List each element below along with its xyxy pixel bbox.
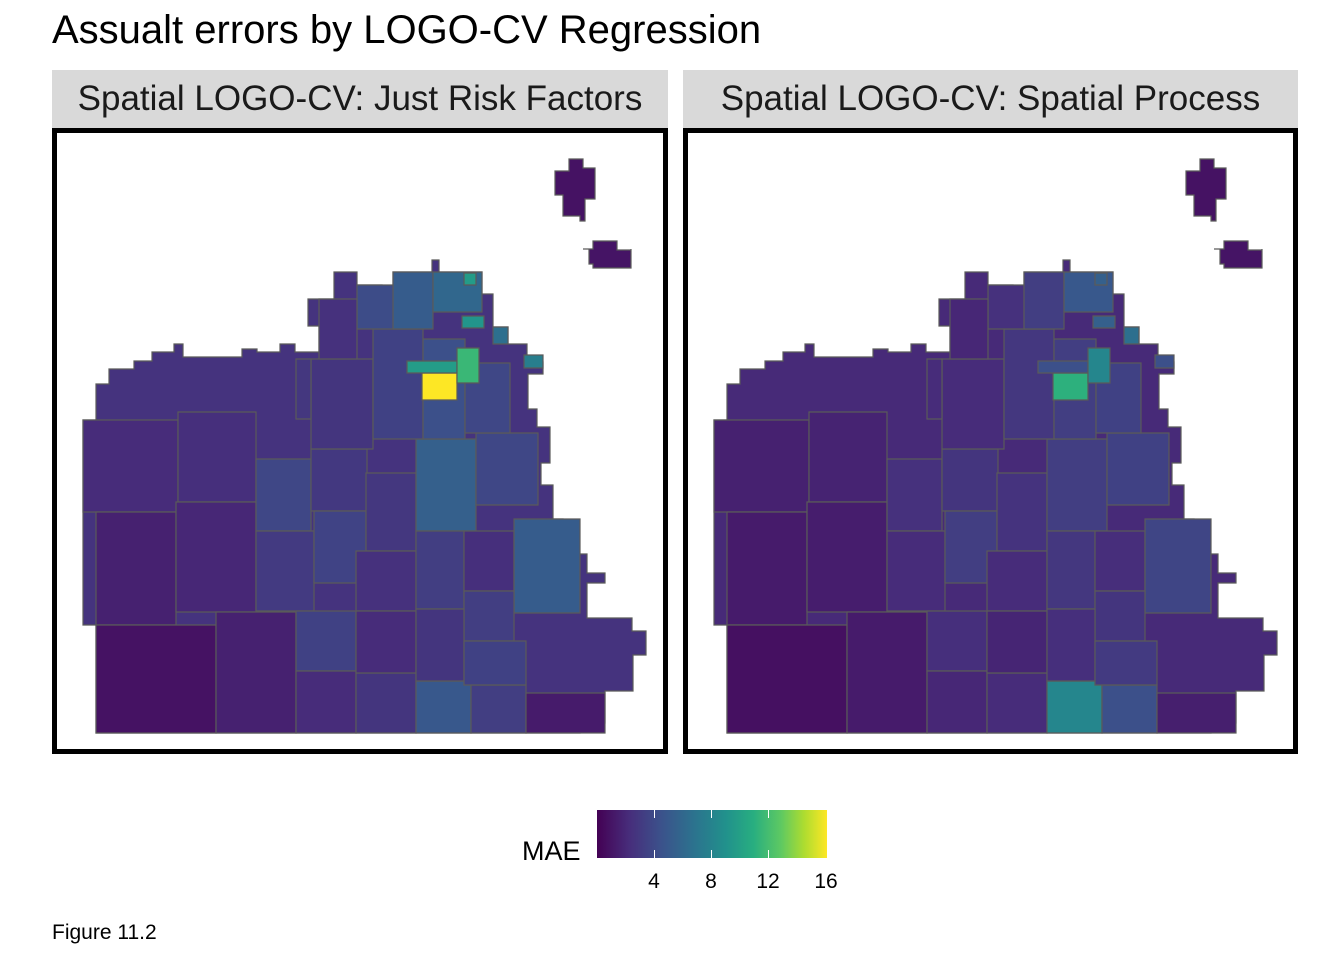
map2-tract-hot-4 xyxy=(1094,272,1108,286)
map2-tract-37 xyxy=(926,358,943,420)
map2-tract-10 xyxy=(926,670,988,734)
legend-title: MAE xyxy=(522,836,581,866)
map1-tract-5 xyxy=(95,624,217,734)
map2-tract-13 xyxy=(1101,684,1158,734)
map2-tract-12 xyxy=(1046,680,1103,734)
map2-tract-25 xyxy=(986,610,1048,674)
map1-tract-14 xyxy=(525,692,606,734)
chart-title: Assualt errors by LOGO-CV Regression xyxy=(52,8,762,52)
map2-tract-8 xyxy=(886,530,946,612)
map1-tract-hot-5 xyxy=(461,315,485,329)
map2-tract-11 xyxy=(986,672,1048,734)
map1-tract-10 xyxy=(295,670,357,734)
legend-colorbar xyxy=(597,810,827,858)
map2-tract-1 xyxy=(713,419,810,513)
map2-tract-21 xyxy=(1046,530,1096,610)
map2-tract-33 xyxy=(949,298,989,360)
map1-tract-25 xyxy=(355,610,417,674)
map1-tract-28 xyxy=(310,358,374,450)
map2-tract-36 xyxy=(1123,326,1140,345)
map2-tract-26 xyxy=(1046,608,1096,682)
map1-tract-11 xyxy=(355,672,417,734)
map2-tract-9 xyxy=(926,610,988,672)
map1-tract-23 xyxy=(513,518,581,614)
map2-tract-20 xyxy=(986,550,1048,612)
map1-tract-34 xyxy=(392,271,434,330)
map2-tract-4 xyxy=(806,501,888,613)
map-panel-spatial-process xyxy=(683,128,1298,754)
map1-tract-24 xyxy=(463,590,515,642)
map1-tract-17 xyxy=(365,472,417,552)
map1-island-south xyxy=(583,240,632,269)
map1-tract-21 xyxy=(415,530,465,610)
map-risk-factors xyxy=(82,158,647,734)
map2-tract-15 xyxy=(941,448,999,512)
map2-tract-hot-2 xyxy=(1037,360,1089,374)
map2-tract-18 xyxy=(1046,438,1108,532)
map-panel-risk-factors xyxy=(52,128,668,754)
map1-tract-hot-1 xyxy=(421,372,458,401)
map1-tract-hot-3 xyxy=(456,347,480,384)
map2-tract-19 xyxy=(1106,432,1170,506)
legend-tick-4: 4 xyxy=(648,870,660,893)
map1-tract-22 xyxy=(463,530,515,592)
map1-tract-3 xyxy=(95,511,177,626)
map1-tract-27 xyxy=(463,640,527,686)
map2-tract-34 xyxy=(1023,271,1065,330)
map1-tract-29 xyxy=(372,328,424,440)
map1-tract-7 xyxy=(255,458,312,532)
legend-tick-12: 12 xyxy=(756,870,780,893)
map2-island-north xyxy=(1185,158,1227,222)
map1-tract-8 xyxy=(255,530,315,612)
legend-tick-16: 16 xyxy=(814,870,838,893)
map2-tract-17 xyxy=(996,472,1048,552)
map2-tract-hot-6 xyxy=(1154,354,1175,369)
map1-tract-19 xyxy=(475,432,539,506)
map2-tract-3 xyxy=(726,511,808,626)
map2-tract-hot-1 xyxy=(1052,372,1089,401)
map1-tract-36 xyxy=(492,326,509,345)
map-spatial-process xyxy=(713,158,1278,734)
map1-tract-9 xyxy=(295,610,357,672)
map1-tract-18 xyxy=(415,438,477,532)
map2-island-south xyxy=(1214,240,1263,269)
map1-tract-26 xyxy=(415,608,465,682)
map2-tract-hot-5 xyxy=(1092,315,1116,329)
map2-tract-14 xyxy=(1156,692,1237,734)
map2-tract-24 xyxy=(1094,590,1146,642)
map1-tract-12 xyxy=(415,680,472,734)
map2-tract-22 xyxy=(1094,530,1146,592)
map1-tract-33 xyxy=(318,298,358,360)
map1-tract-4 xyxy=(175,501,257,613)
map1-tract-hot-6 xyxy=(523,354,544,369)
map1-tract-20 xyxy=(355,550,417,612)
map1-tract-hot-4 xyxy=(463,272,477,286)
map2-tract-23 xyxy=(1144,518,1212,614)
map1-tract-hot-2 xyxy=(406,360,458,374)
map1-tract-6 xyxy=(215,611,297,734)
map1-tract-2 xyxy=(177,411,257,503)
map1-tract-13 xyxy=(470,684,527,734)
figure-caption: Figure 11.2 xyxy=(52,921,157,944)
map2-tract-29 xyxy=(1003,328,1055,440)
map2-tract-2 xyxy=(808,411,888,503)
map2-tract-28 xyxy=(941,358,1005,450)
map1-tract-1 xyxy=(82,419,179,513)
panel-strip-risk-factors: Spatial LOGO-CV: Just Risk Factors xyxy=(52,70,668,128)
map2-tract-5 xyxy=(726,624,848,734)
map1-island-north xyxy=(554,158,596,222)
map2-tract-hot-3 xyxy=(1087,347,1111,384)
map2-tract-7 xyxy=(886,458,943,532)
map2-tract-6 xyxy=(846,611,928,734)
legend-tick-8: 8 xyxy=(705,870,717,893)
panel-strip-spatial-process: Spatial LOGO-CV: Spatial Process xyxy=(683,70,1298,128)
map1-tract-15 xyxy=(310,448,368,512)
map1-tract-37 xyxy=(295,358,312,420)
map2-tract-27 xyxy=(1094,640,1158,686)
